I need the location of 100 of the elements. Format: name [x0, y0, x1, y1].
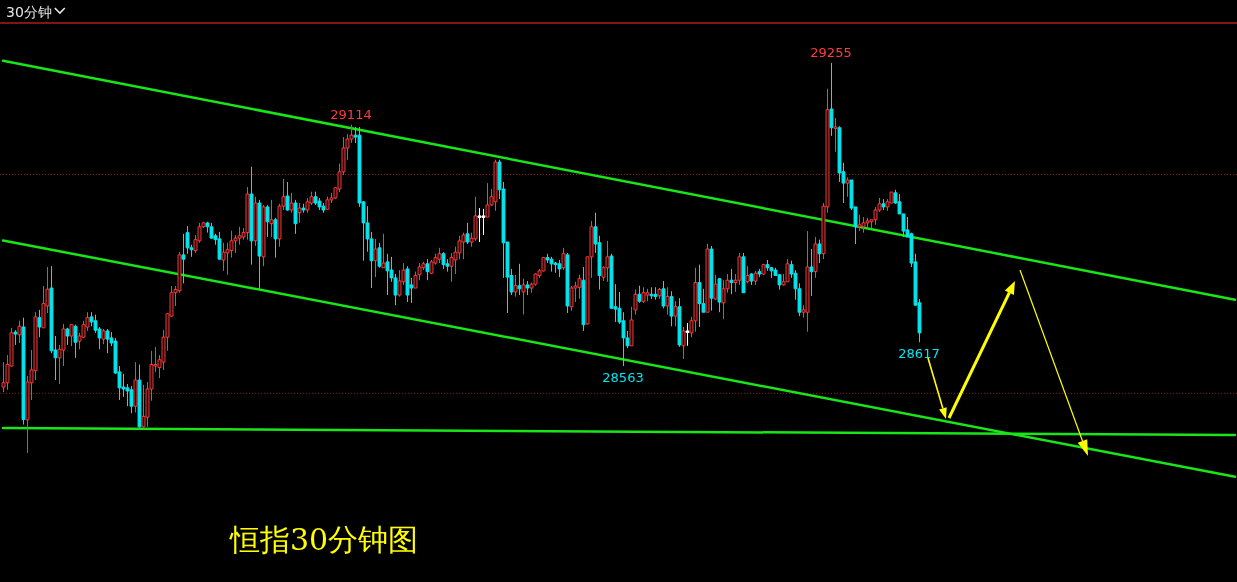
candlestick	[729, 268, 734, 295]
candlestick	[285, 181, 290, 212]
candlestick	[745, 265, 750, 284]
candlestick	[17, 320, 22, 344]
candlestick	[865, 217, 870, 229]
candlestick	[685, 322, 690, 347]
text: 恒指30分钟图	[229, 522, 419, 557]
candlestick	[257, 199, 262, 290]
annotation: 29255	[810, 45, 852, 60]
candlestick	[441, 251, 446, 270]
candlestick	[881, 198, 886, 211]
candlestick	[757, 268, 762, 278]
candlestick	[693, 267, 698, 333]
candlestick	[605, 240, 610, 283]
candlestick	[141, 384, 146, 429]
candlestick	[857, 214, 862, 232]
candlestick	[653, 286, 658, 301]
candlestick	[697, 264, 702, 328]
candlestick	[549, 256, 554, 273]
candlestick	[301, 203, 306, 214]
candlestick	[485, 182, 490, 218]
candlestick	[829, 62, 834, 137]
candlestick	[713, 274, 718, 301]
candlestick	[373, 238, 378, 278]
candlestick	[293, 199, 298, 235]
candlestick	[753, 270, 758, 286]
candlestick	[669, 290, 674, 327]
candlestick	[717, 278, 722, 313]
candlestick	[273, 217, 278, 259]
candlestick	[133, 361, 138, 413]
candlestick	[493, 159, 498, 212]
candlestick	[265, 204, 270, 238]
candlestick	[569, 285, 574, 312]
candlestick	[297, 202, 302, 224]
candlestick	[785, 258, 790, 283]
candlestick	[129, 385, 134, 414]
candlestick	[565, 252, 570, 314]
candlestick	[253, 196, 258, 247]
candlestick	[561, 247, 566, 271]
candlestick	[65, 327, 70, 346]
candlestick	[673, 300, 678, 327]
chart-subtitle: 30分钟	[6, 4, 52, 20]
candlestick	[37, 309, 42, 338]
candlestick	[477, 207, 482, 243]
candlestick	[245, 186, 250, 241]
candlestick	[749, 272, 754, 286]
candlestick	[105, 328, 110, 354]
candlestick	[809, 248, 814, 297]
candlestick	[557, 259, 562, 278]
candlestick	[437, 247, 442, 264]
candlestick	[137, 363, 142, 429]
candlestick	[637, 285, 642, 304]
candlestick	[581, 266, 586, 332]
candlestick	[425, 258, 430, 281]
candlestick	[261, 204, 266, 267]
annotation: 29114	[330, 106, 372, 122]
candlestick	[641, 286, 646, 304]
candlestick	[249, 166, 254, 266]
candlestick	[845, 176, 850, 198]
candlestick	[645, 288, 650, 302]
candlestick	[761, 263, 766, 276]
candlestick	[661, 280, 666, 309]
candlestick	[69, 323, 74, 347]
candlestick	[377, 242, 382, 269]
candlestick	[517, 263, 522, 296]
candlestick	[677, 297, 682, 348]
candlestick	[817, 239, 822, 264]
candlestick	[861, 216, 866, 234]
candlestick	[73, 324, 78, 359]
candlestick	[681, 326, 686, 360]
candlestick	[313, 191, 318, 206]
candlestick	[101, 328, 106, 345]
candlestick	[649, 286, 654, 300]
candlestick	[833, 117, 838, 153]
candlestick	[513, 274, 518, 298]
candlestick	[525, 280, 530, 296]
candlestick	[289, 192, 294, 214]
candlestick	[577, 274, 582, 300]
annotation: 28563	[602, 370, 644, 386]
candlestick	[813, 236, 818, 279]
candlestick	[709, 245, 714, 312]
candlestick	[657, 287, 662, 300]
candlestick	[381, 233, 386, 269]
candlestick	[13, 329, 18, 346]
candlestick	[665, 286, 670, 316]
candlestick	[553, 261, 558, 274]
candlestick	[221, 242, 226, 272]
candlestick	[217, 231, 222, 261]
candlestick	[405, 265, 410, 303]
candlestick	[465, 222, 470, 245]
candlestick	[21, 317, 26, 426]
annotation: 28617	[898, 346, 940, 362]
candlestick	[521, 278, 526, 316]
candlestick	[805, 230, 810, 333]
candlestick	[705, 243, 710, 313]
candlestick	[385, 253, 390, 296]
candlestick	[269, 199, 274, 238]
candlestick	[461, 232, 466, 260]
candlestick	[325, 196, 330, 211]
candlestick	[741, 252, 746, 294]
